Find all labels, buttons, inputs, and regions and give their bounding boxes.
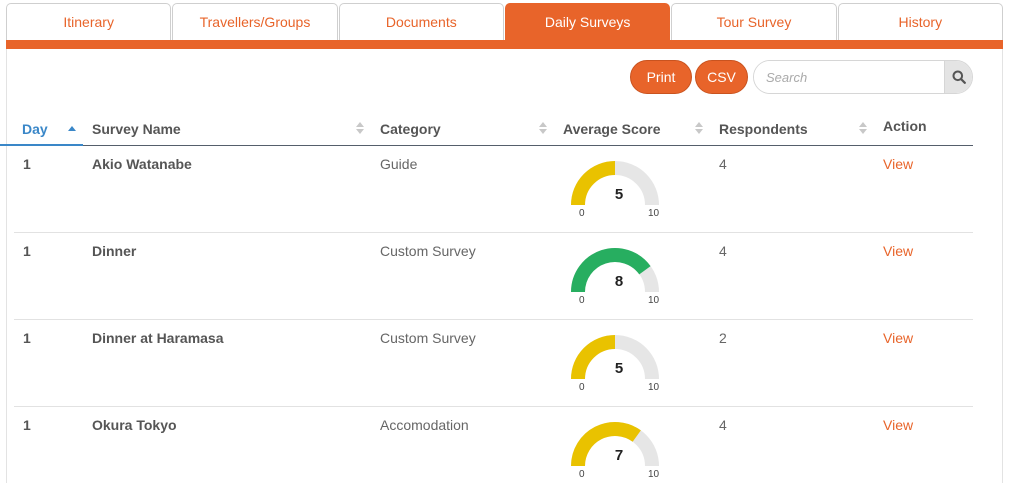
table-row: 1 Okura Tokyo Accomodation 7 0 10 4 View xyxy=(14,407,973,483)
sort-icon[interactable] xyxy=(539,122,547,136)
score-gauge: 8 0 10 xyxy=(571,245,667,307)
search-button[interactable] xyxy=(944,61,972,93)
score-gauge: 5 0 10 xyxy=(571,158,667,220)
csv-export-button[interactable]: CSV xyxy=(695,60,748,94)
gauge-fill xyxy=(571,161,616,206)
sort-icon[interactable] xyxy=(859,122,867,136)
gauge-min-label: 0 xyxy=(579,382,585,393)
gauge-arc xyxy=(571,422,659,467)
search-icon xyxy=(952,70,966,84)
gauge-value: 5 xyxy=(614,360,624,377)
sort-ascending-icon[interactable] xyxy=(68,126,76,131)
day-cell: 1 xyxy=(23,156,31,172)
tab-history[interactable]: History xyxy=(837,3,1003,40)
column-header-category[interactable]: Category xyxy=(380,121,441,137)
survey-name-cell: Dinner at Haramasa xyxy=(92,330,224,346)
search-input[interactable] xyxy=(754,61,944,93)
gauge-arc xyxy=(571,335,659,380)
respondents-cell: 2 xyxy=(719,330,727,346)
tab-itinerary[interactable]: Itinerary xyxy=(6,3,172,40)
survey-name-cell: Akio Watanabe xyxy=(92,156,192,172)
respondents-cell: 4 xyxy=(719,243,727,259)
view-link[interactable]: View xyxy=(883,156,914,172)
gauge-arc xyxy=(571,248,659,293)
gauge-arc xyxy=(571,161,659,206)
gauge-fill xyxy=(571,422,641,467)
score-gauge: 5 0 10 xyxy=(571,332,667,394)
category-cell: Accomodation xyxy=(380,417,469,433)
search-box xyxy=(753,60,973,94)
tab-documents[interactable]: Documents xyxy=(338,3,504,40)
gauge-value: 5 xyxy=(614,186,624,203)
gauge-min-label: 0 xyxy=(579,295,585,306)
table-row: 1 Akio Watanabe Guide 5 0 10 4 View xyxy=(14,146,973,233)
active-sort-underline xyxy=(0,144,83,146)
respondents-cell: 4 xyxy=(719,156,727,172)
gauge-fill xyxy=(571,248,651,293)
gauge-min-label: 0 xyxy=(579,469,585,480)
tab-daily-surveys[interactable]: Daily Surveys xyxy=(504,3,671,40)
view-link[interactable]: View xyxy=(883,417,914,433)
tab-travellers-groups[interactable]: Travellers/Groups xyxy=(172,3,338,40)
column-header-survey-name[interactable]: Survey Name xyxy=(92,121,181,137)
gauge-max-label: 10 xyxy=(648,295,660,306)
table-header: Day Survey Name Category Average Score R… xyxy=(14,114,973,146)
gauge-max-label: 10 xyxy=(648,208,660,219)
column-header-respondents[interactable]: Respondents xyxy=(719,121,808,137)
category-cell: Custom Survey xyxy=(380,243,476,259)
column-header-action: Action xyxy=(883,118,927,134)
gauge-min-label: 0 xyxy=(579,208,585,219)
tab-underline-bar xyxy=(6,40,1003,49)
tab-tour-survey[interactable]: Tour Survey xyxy=(671,3,837,40)
gauge-max-label: 10 xyxy=(648,469,660,480)
column-header-average-score[interactable]: Average Score xyxy=(563,121,661,137)
sort-icon[interactable] xyxy=(695,122,703,136)
tab-bar: Itinerary Travellers/Groups Documents Da… xyxy=(6,3,1003,40)
gauge-max-label: 10 xyxy=(648,382,660,393)
survey-name-cell: Okura Tokyo xyxy=(92,417,177,433)
category-cell: Custom Survey xyxy=(380,330,476,346)
day-cell: 1 xyxy=(23,417,31,433)
sort-icon[interactable] xyxy=(356,122,364,136)
view-link[interactable]: View xyxy=(883,330,914,346)
survey-name-cell: Dinner xyxy=(92,243,137,259)
category-cell: Guide xyxy=(380,156,418,172)
day-cell: 1 xyxy=(23,330,31,346)
respondents-cell: 4 xyxy=(719,417,727,433)
gauge-fill xyxy=(571,335,616,380)
day-cell: 1 xyxy=(23,243,31,259)
gauge-value: 8 xyxy=(614,273,624,290)
print-button[interactable]: Print xyxy=(630,60,692,94)
view-link[interactable]: View xyxy=(883,243,914,259)
surveys-panel xyxy=(6,49,1003,483)
score-gauge: 7 0 10 xyxy=(571,419,667,481)
table-row: 1 Dinner Custom Survey 8 0 10 4 View xyxy=(14,233,973,320)
table-row: 1 Dinner at Haramasa Custom Survey 5 0 1… xyxy=(14,320,973,407)
column-header-day[interactable]: Day xyxy=(22,121,48,137)
gauge-value: 7 xyxy=(614,447,624,464)
